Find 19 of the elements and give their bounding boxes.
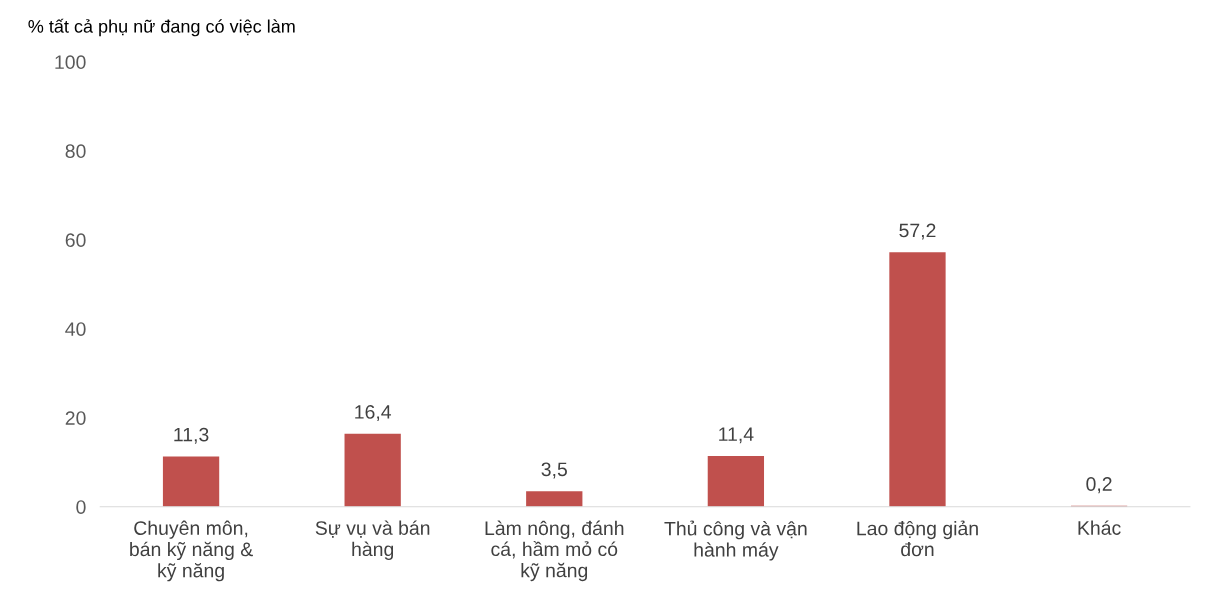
y-tick-label: 80 xyxy=(65,144,86,159)
y-tick-label: 0 xyxy=(76,500,86,514)
x-tick-label: Làm nông, đánh cá, hầm mỏ có kỹ năng xyxy=(485,520,624,582)
data-label: 3,5 xyxy=(541,462,567,479)
x-tick-label: Khác xyxy=(1078,520,1121,535)
y-axis-title: % tất cả phụ nữ đang có việc làm xyxy=(28,18,295,37)
data-label: 11,3 xyxy=(174,427,209,444)
y-tick-label: 20 xyxy=(65,411,86,425)
x-tick-label: Thủ công và vận hành máy xyxy=(664,520,807,561)
data-label: 16,4 xyxy=(355,405,392,422)
data-label: 57,2 xyxy=(899,223,936,240)
x-tick-label: Chuyên môn, bán kỹ năng & kỹ năng xyxy=(130,520,253,582)
y-tick-label: 60 xyxy=(65,233,86,248)
x-tick-label: Sự vụ và bán hàng xyxy=(315,520,430,560)
y-tick-label: 40 xyxy=(65,322,86,336)
data-label: 0,2 xyxy=(1086,477,1112,494)
x-tick-label: Lao động giản đơn xyxy=(857,520,978,557)
y-tick-label: 100 xyxy=(55,55,86,70)
data-label: 11,4 xyxy=(719,427,754,444)
